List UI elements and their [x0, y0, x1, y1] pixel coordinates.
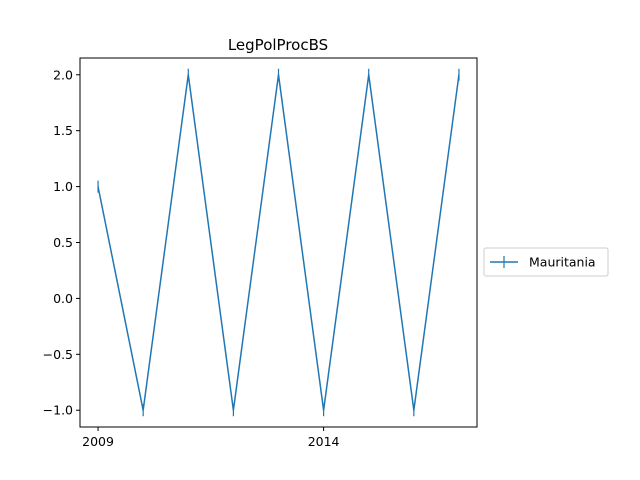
y-tick-label: 0.5	[53, 235, 73, 250]
series-line-0	[97, 74, 460, 411]
y-tick-label: 1.5	[53, 123, 73, 138]
chart-title: LegPolProcBS	[228, 36, 328, 54]
plot-area	[97, 68, 460, 417]
x-tick-label: 2014	[308, 434, 340, 449]
legend-box	[483, 247, 609, 277]
legend-label-mauritania: Mauritania	[529, 255, 596, 270]
y-tick-label: 0.0	[53, 291, 73, 306]
axes: −1.0 −0.5 0.0 0.5 1.0 1.5 2.0 2009 2014	[43, 57, 478, 449]
y-tick-label: −0.5	[43, 347, 73, 362]
y-tick-label: 1.0	[53, 179, 73, 194]
y-tick-label: 2.0	[53, 67, 73, 82]
axes-frame	[79, 57, 478, 428]
x-tick-label: 2009	[82, 434, 114, 449]
legend: Mauritania	[483, 247, 609, 277]
y-tick-label: −1.0	[43, 403, 73, 418]
